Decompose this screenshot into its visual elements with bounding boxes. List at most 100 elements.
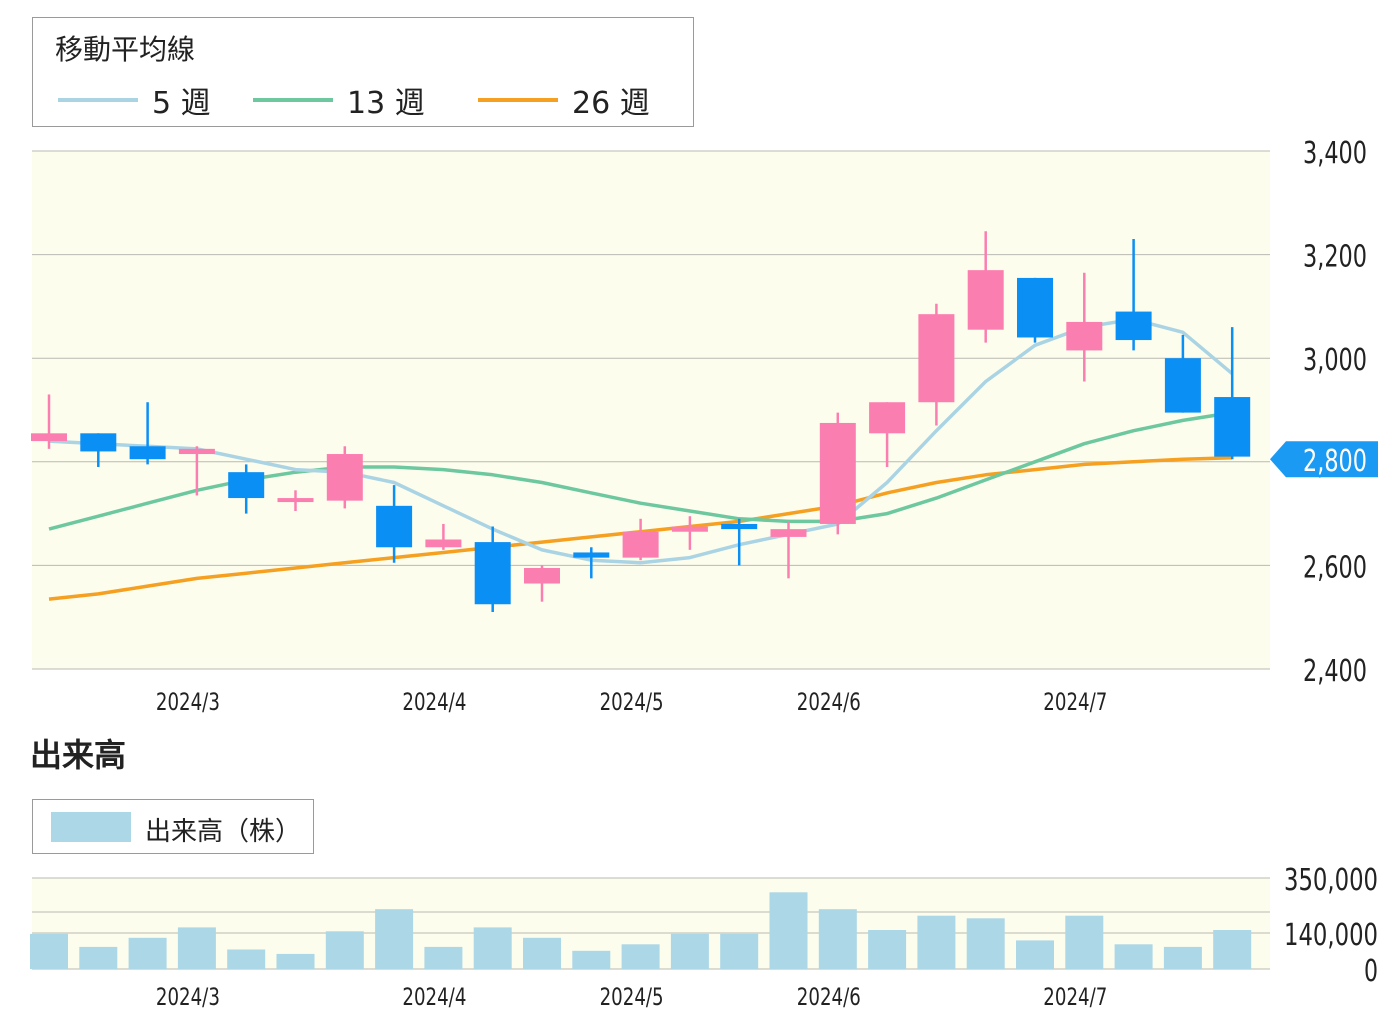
legend-item-13w: 13 週	[253, 78, 425, 122]
volume-bar	[868, 930, 907, 969]
candlestick	[524, 565, 560, 602]
volume-x-tick-label: 2024/3	[156, 983, 220, 1011]
volume-legend: 出来高（株）	[32, 799, 314, 854]
candle-body	[376, 505, 413, 548]
price-y-tick-label: 3,200	[1303, 240, 1367, 275]
candle-body	[1066, 321, 1103, 351]
price-plot-area	[32, 151, 1270, 669]
price-x-tick-label: 2024/4	[402, 688, 466, 716]
volume-bar	[128, 937, 167, 969]
current-price-badge	[1270, 441, 1378, 478]
volume-bar	[917, 915, 956, 969]
candle-body	[129, 446, 166, 460]
candle-body	[819, 422, 856, 524]
candlestick	[474, 526, 511, 613]
candle-body	[671, 526, 708, 532]
volume-bar	[818, 909, 857, 969]
candle-body	[277, 498, 314, 503]
volume-bar	[1213, 930, 1252, 969]
legend-item-5w: 5 週	[58, 78, 211, 122]
price-x-tick-label: 2024/6	[797, 688, 861, 716]
volume-x-tick-label: 2024/6	[797, 983, 861, 1011]
legend-title: 移動平均線	[55, 33, 196, 66]
candle-body	[721, 523, 758, 530]
volume-bar	[769, 892, 808, 969]
volume-bar	[621, 944, 660, 969]
volume-y-tick-label: 140,000	[1284, 918, 1378, 953]
moving-average-legend: 移動平均線 5 週 13 週 26 週	[32, 17, 694, 127]
legend-label-13w: 13 週	[347, 86, 425, 121]
volume-bar	[227, 949, 266, 969]
price-y-tick-label: 2,600	[1303, 550, 1367, 585]
candle-body	[178, 448, 215, 455]
candlestick	[1017, 277, 1053, 343]
volume-y-tick-label: 0	[1364, 954, 1378, 989]
volume-x-tick-label: 2024/5	[600, 983, 664, 1011]
candlestick	[918, 303, 955, 426]
volume-y-tick-label: 350,000	[1284, 863, 1378, 898]
candle-body	[967, 270, 1004, 330]
candlestick	[1214, 327, 1251, 460]
candlestick	[80, 433, 117, 467]
volume-bar	[966, 918, 1005, 969]
volume-section-title: 出来高	[30, 736, 127, 774]
candle-body	[1017, 277, 1053, 338]
volume-bar	[276, 953, 315, 969]
candlestick	[31, 394, 67, 449]
candlestick	[178, 446, 215, 496]
candlestick	[228, 464, 265, 514]
volume-legend-label: 出来高（株）	[145, 817, 302, 847]
volume-bar	[424, 946, 463, 969]
candlestick	[869, 402, 906, 467]
candle-body	[1214, 397, 1251, 457]
volume-bar	[325, 931, 364, 969]
current-price-label: 2,800	[1303, 444, 1367, 479]
candle-body	[622, 531, 659, 558]
volume-bar	[1114, 944, 1153, 969]
volume-x-tick-label: 2024/7	[1043, 983, 1107, 1011]
candlestick	[326, 446, 363, 509]
legend-line-13w	[253, 98, 333, 102]
ma5-line	[48, 317, 1234, 565]
candle-body	[918, 314, 955, 403]
candle-body	[31, 433, 67, 442]
price-x-tick-label: 2024/7	[1043, 688, 1107, 716]
price-x-tick-label: 2024/5	[600, 688, 664, 716]
candlestick	[1115, 239, 1152, 351]
volume-bar	[177, 927, 216, 969]
candlestick	[277, 490, 314, 512]
candle-body	[474, 542, 511, 605]
candle-body	[228, 472, 265, 499]
volume-bar	[670, 933, 709, 969]
price-y-tick-label: 3,000	[1303, 343, 1367, 378]
candle-body	[425, 539, 462, 548]
legend-label-5w: 5 週	[152, 86, 211, 121]
candlestick	[622, 518, 659, 561]
candle-body	[524, 567, 560, 584]
volume-bar	[473, 927, 512, 969]
price-y-tick-label: 2,400	[1303, 654, 1367, 689]
candlestick	[967, 231, 1004, 343]
volume-bar	[572, 950, 611, 969]
volume-bar	[30, 933, 68, 969]
candle-body	[80, 433, 117, 452]
volume-bar	[1065, 915, 1104, 969]
price-y-tick-label: 3,400	[1303, 136, 1367, 171]
candlestick	[129, 402, 166, 465]
volume-bar	[1163, 946, 1202, 969]
volume-x-tick-label: 2024/4	[402, 983, 466, 1011]
volume-bar	[375, 909, 414, 969]
volume-bar	[523, 937, 561, 969]
volume-bar	[1016, 940, 1054, 969]
candlestick	[376, 485, 413, 563]
candlestick	[425, 523, 462, 550]
volume-legend-swatch	[51, 812, 131, 842]
candlestick	[819, 412, 856, 535]
candle-body	[326, 454, 363, 501]
legend-line-5w	[58, 98, 138, 102]
volume-bar	[720, 933, 759, 969]
candlestick	[721, 518, 758, 566]
legend-item-26w: 26 週	[478, 78, 650, 122]
candlestick	[1066, 272, 1103, 382]
